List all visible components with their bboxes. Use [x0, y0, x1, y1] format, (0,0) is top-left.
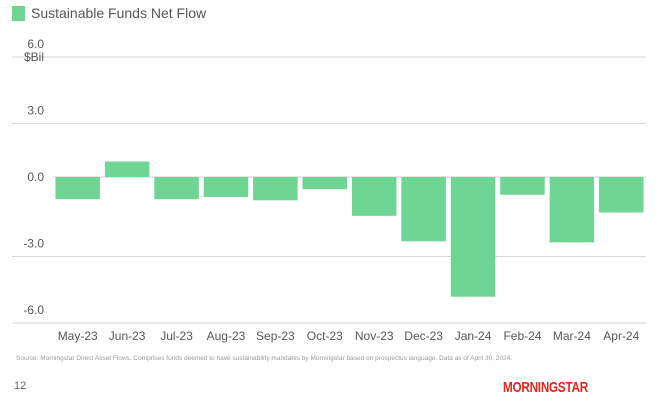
x-tick-label: Jun-23	[109, 329, 146, 343]
x-tick-label: Jul-23	[160, 329, 193, 343]
y-tick-label: -3.0	[23, 237, 44, 251]
y-tick-label: 0.0	[27, 170, 44, 184]
x-tick-label: Jan-24	[455, 329, 492, 343]
legend-swatch	[12, 5, 25, 21]
bar	[104, 161, 150, 177]
bar	[253, 177, 298, 201]
page-number: 12	[14, 380, 27, 392]
legend-label: Sustainable Funds Net Flow	[31, 5, 207, 21]
x-tick-label: May-23	[58, 329, 98, 343]
bar	[599, 177, 644, 213]
x-tick-label: Feb-24	[503, 329, 541, 343]
bar	[401, 177, 446, 242]
x-tick-label: Apr-24	[603, 329, 639, 343]
y-unit-label: $Bil	[24, 50, 44, 64]
y-tick-label: 6.0	[27, 37, 44, 51]
x-tick-label: Sep-23	[256, 329, 295, 343]
morningstar-logo: MORNINGSTAR	[503, 379, 588, 396]
bar	[302, 177, 348, 190]
x-tick-label: Nov-23	[355, 329, 394, 343]
x-tick-label: Oct-23	[307, 329, 343, 343]
x-tick-label: Mar-24	[553, 329, 591, 343]
bar	[203, 177, 249, 197]
y-tick-label: 3.0	[27, 104, 44, 118]
y-tick-label: -6.0	[23, 303, 44, 317]
bar	[500, 177, 545, 195]
bar	[351, 177, 397, 216]
source-note: Source: Morningstar Direct Asset Flows. …	[16, 355, 513, 362]
x-tick-label: Dec-23	[404, 329, 443, 343]
bar	[549, 177, 595, 243]
bar	[55, 177, 100, 200]
x-tick-label: Aug-23	[207, 329, 246, 343]
bar	[154, 177, 199, 200]
bar	[450, 177, 496, 297]
chart-legend: Sustainable Funds Net Flow	[12, 5, 206, 21]
